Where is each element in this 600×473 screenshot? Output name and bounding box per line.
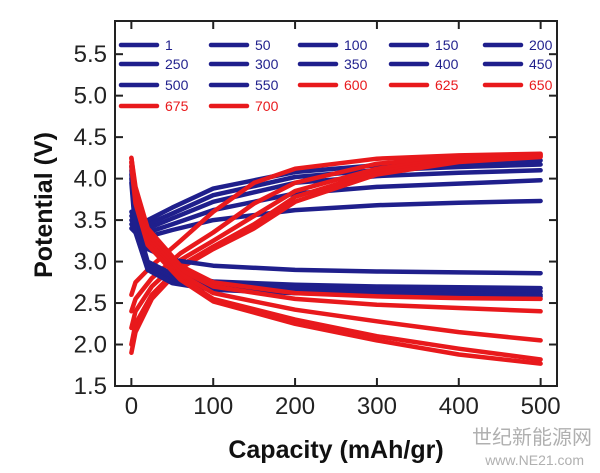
legend-label: 700 [255, 98, 279, 114]
legend-label: 200 [529, 37, 553, 53]
legend-entry: 300 [208, 56, 279, 72]
legend-entry: 650 [482, 77, 553, 93]
x-tick-label: 300 [357, 393, 397, 420]
legend-label: 50 [255, 37, 271, 53]
legend-entry: 675 [118, 98, 189, 114]
legend-label: 450 [529, 56, 553, 72]
legend-label: 625 [435, 77, 459, 93]
x-tick-label: 500 [521, 393, 561, 420]
plot-frame [114, 20, 558, 387]
y-tick-label: 5.0 [74, 83, 107, 110]
series-line-charge-10 [129, 154, 543, 356]
watermark: 世纪新能源网 www.NE21.com [472, 425, 592, 468]
series-line-discharge-20 [129, 163, 543, 366]
x-tick-label: 100 [193, 393, 233, 420]
legend-entry: 550 [208, 77, 279, 93]
legend-entry: 1 [118, 37, 173, 53]
watermark-text: 世纪新能源网 [472, 425, 592, 449]
series-layer [129, 151, 543, 366]
y-tick-label: 2.0 [74, 332, 107, 359]
legend-entry: 400 [388, 56, 459, 72]
x-tick-label: 400 [439, 393, 479, 420]
y-tick-label: 3.5 [74, 207, 107, 234]
legend-label: 400 [435, 56, 459, 72]
x-tick-label: 200 [275, 393, 315, 420]
legend-label: 650 [529, 77, 553, 93]
y-tick-label: 1.5 [74, 373, 107, 400]
x-tick-label: 0 [125, 393, 138, 420]
series-line-charge-6 [129, 151, 543, 298]
legend-label: 550 [255, 77, 279, 93]
legend-label: 1 [165, 37, 173, 53]
legend-label: 250 [165, 56, 189, 72]
y-tick-label: 2.5 [74, 290, 107, 317]
x-axis-title: Capacity (mAh/gr) [228, 436, 443, 464]
watermark-url: www.NE21.com [484, 452, 584, 468]
ticks-layer: 0 100 200 300 400 500 1.5 2.0 2.5 3.0 3.5 4.0 4.5 5.0… [74, 21, 561, 420]
y-tick-label: 4.5 [74, 124, 107, 151]
y-tick-label: 4.0 [74, 166, 107, 193]
legend-entry: 600 [297, 77, 368, 93]
series-line-charge-7 [129, 152, 543, 314]
y-tick-label: 5.5 [74, 41, 107, 68]
legend-entry: 250 [118, 56, 189, 72]
legend-label: 150 [435, 37, 459, 53]
legend-label: 350 [344, 56, 368, 72]
legend-entry: 350 [297, 56, 368, 72]
legend-label: 100 [344, 37, 368, 53]
legend-label: 600 [344, 77, 368, 93]
legend-entry: 150 [388, 37, 459, 53]
legend-entry: 500 [118, 77, 189, 93]
legend-entry: 50 [208, 37, 271, 53]
legend-entry: 625 [388, 77, 459, 93]
y-tick-label: 3.0 [74, 249, 107, 276]
legend-entry: 200 [482, 37, 553, 53]
legend-label: 675 [165, 98, 189, 114]
legend-entry: 100 [297, 37, 368, 53]
legend-label: 300 [255, 56, 279, 72]
legend-entry: 450 [482, 56, 553, 72]
series-line-charge-8 [129, 153, 543, 331]
y-axis-title: Potential (V) [30, 132, 58, 278]
legend-entry: 700 [208, 98, 279, 114]
legend-label: 500 [165, 77, 189, 93]
